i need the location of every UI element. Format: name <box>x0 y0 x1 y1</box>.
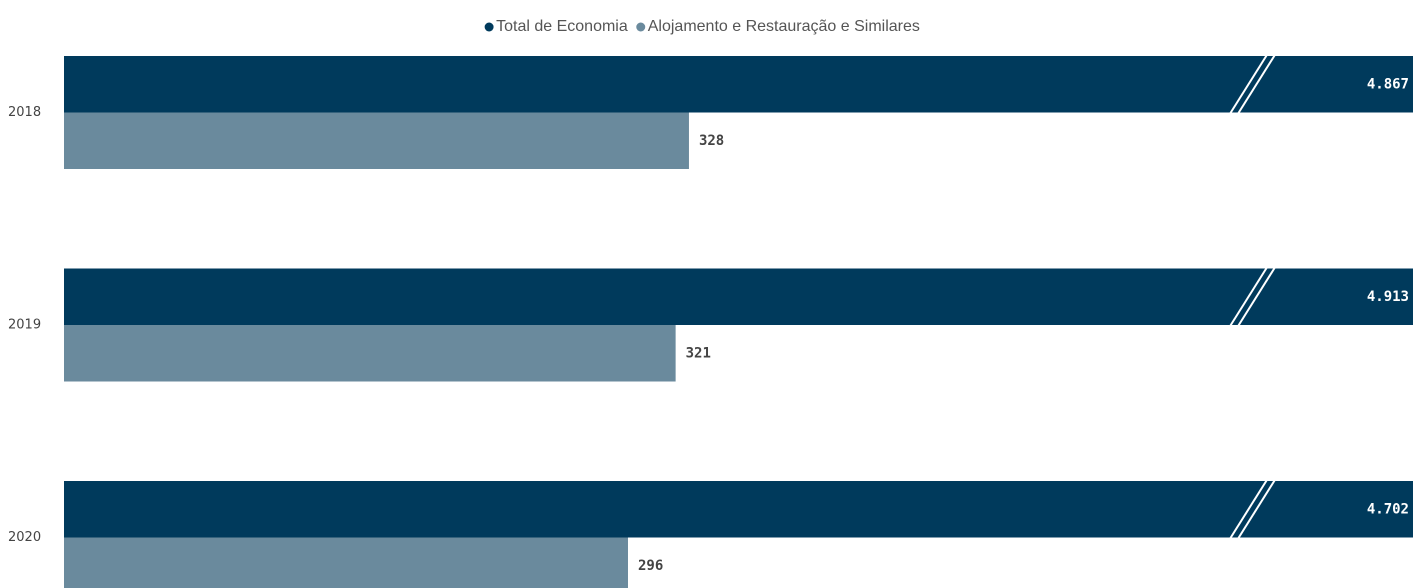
bar <box>64 481 1413 538</box>
axis-break <box>1221 49 1271 128</box>
bar <box>64 56 1413 113</box>
data-label: 4.702 <box>1367 501 1409 517</box>
legend-label: Alojamento e Restauração e Similares <box>648 18 920 35</box>
axis-break <box>1221 261 1271 340</box>
axis-break <box>1229 49 1279 128</box>
data-label: 4.913 <box>1367 289 1409 305</box>
data-label: 4.867 <box>1367 76 1409 92</box>
legend-marker <box>636 22 646 32</box>
bar <box>64 325 676 382</box>
legend-label: Total de Economia <box>496 18 628 35</box>
axis-break <box>1221 474 1271 553</box>
bar <box>64 537 628 588</box>
y-tick-label: 2019 <box>8 318 41 333</box>
axis-break <box>1229 261 1279 340</box>
y-tick-label: 2018 <box>8 105 41 120</box>
bar <box>64 112 689 169</box>
y-tick-label: 2020 <box>8 530 41 545</box>
data-label: 321 <box>686 345 711 361</box>
bar <box>64 268 1413 325</box>
data-label: 328 <box>699 133 724 149</box>
legend: Total de Economia Alojamento e Restauraçã… <box>484 18 920 35</box>
data-label: 296 <box>638 558 663 574</box>
legend-marker <box>484 22 494 32</box>
axis-break <box>1229 474 1279 553</box>
